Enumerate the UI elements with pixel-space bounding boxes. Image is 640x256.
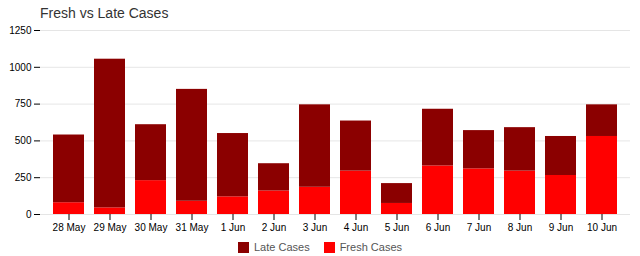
svg-text:10 Jun: 10 Jun: [587, 222, 617, 233]
svg-text:1000: 1000: [9, 62, 32, 73]
svg-text:3 Jun: 3 Jun: [303, 222, 327, 233]
svg-text:9 Jun: 9 Jun: [549, 222, 573, 233]
svg-text:500: 500: [15, 135, 32, 146]
svg-text:1 Jun: 1 Jun: [221, 222, 245, 233]
svg-text:29 May: 29 May: [94, 222, 127, 233]
svg-text:31 May: 31 May: [176, 222, 209, 233]
svg-text:4 Jun: 4 Jun: [344, 222, 368, 233]
svg-text:30 May: 30 May: [135, 222, 168, 233]
svg-text:0: 0: [26, 209, 32, 220]
svg-text:1250: 1250: [9, 25, 32, 36]
html-text:Late Cases: Late Cases: [254, 241, 310, 253]
svg-text:6 Jun: 6 Jun: [426, 222, 450, 233]
svg-text:2 Jun: 2 Jun: [262, 222, 286, 233]
html-text:Fresh Cases: Fresh Cases: [339, 241, 402, 253]
svg-text:750: 750: [15, 98, 32, 109]
svg-text:28 May: 28 May: [53, 222, 86, 233]
svg-text:8 Jun: 8 Jun: [508, 222, 532, 233]
html-text:Fresh vs Late Cases: Fresh vs Late Cases: [40, 5, 169, 21]
svg-text:250: 250: [15, 172, 32, 183]
svg-text:7 Jun: 7 Jun: [467, 222, 491, 233]
svg-text:5 Jun: 5 Jun: [385, 222, 409, 233]
